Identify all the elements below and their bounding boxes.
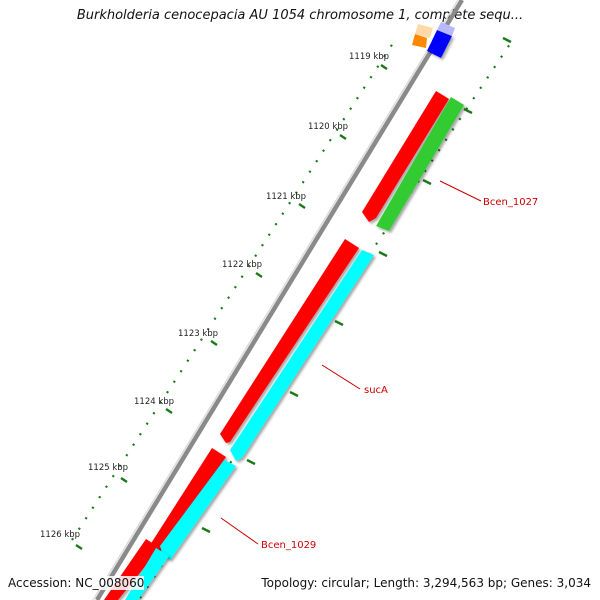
kbp-tick-label: 1125 kbp bbox=[88, 463, 128, 473]
inner-major-tick bbox=[463, 107, 473, 115]
accession-text: Accession: NC_008060 bbox=[8, 576, 145, 590]
backbone-highlight bbox=[92, 0, 459, 600]
callout-line-bcen-1029 bbox=[220, 517, 259, 545]
top-features bbox=[412, 22, 455, 58]
outer-major-tick bbox=[339, 134, 347, 140]
orange-feature bbox=[412, 34, 427, 48]
gene-features bbox=[104, 91, 464, 600]
gene-label-bcen-1029[interactable]: Bcen_1029 bbox=[261, 540, 316, 551]
kbp-tick-label: 1119 kbp bbox=[349, 52, 389, 62]
inner-major-tick bbox=[334, 319, 344, 327]
forward-gene-2 bbox=[220, 239, 359, 443]
kbp-tick-label: 1126 kbp bbox=[40, 530, 80, 540]
outer-major-tick bbox=[380, 64, 388, 70]
reverse-gene-bcen-1027 bbox=[376, 97, 464, 231]
outer-major-tick bbox=[120, 477, 128, 483]
topology-summary: Topology: circular; Length: 3,294,563 bp… bbox=[261, 576, 591, 590]
outer-major-tick bbox=[255, 272, 263, 278]
reverse-gene-suca bbox=[230, 250, 374, 461]
kbp-tick-label: 1124 kbp bbox=[134, 397, 174, 407]
kbp-tick-label: 1121 kbp bbox=[266, 192, 306, 202]
gene-callouts: Bcen_1027 sucA Bcen_1029 bbox=[220, 180, 538, 551]
gene-label-bcen-1027[interactable]: Bcen_1027 bbox=[483, 197, 538, 208]
orange-feature-pale bbox=[415, 24, 433, 38]
outer-major-tick bbox=[165, 408, 173, 414]
inner-major-tick bbox=[201, 526, 211, 534]
kbp-tick-label: 1120 kbp bbox=[308, 122, 348, 132]
kbp-tick-label: 1123 kbp bbox=[178, 329, 218, 339]
inner-major-tick bbox=[422, 178, 432, 186]
callout-line-bcen-1027 bbox=[439, 180, 482, 202]
blue-feature bbox=[427, 30, 452, 58]
inner-ruler bbox=[139, 36, 515, 599]
backbone-line bbox=[95, 0, 464, 600]
gene-label-suca[interactable]: sucA bbox=[364, 385, 388, 396]
blue-feature-pale bbox=[437, 22, 455, 36]
forward-gene-1 bbox=[362, 91, 449, 222]
map-title: Burkholderia cenocepacia AU 1054 chromos… bbox=[76, 8, 524, 23]
inner-major-tick bbox=[502, 36, 512, 44]
reverse-gene-bcen-1029 bbox=[160, 460, 236, 560]
inner-major-tick bbox=[378, 250, 388, 258]
backbone-group bbox=[92, 0, 464, 600]
ruler-labels: 1119 kbp 1120 kbp 1121 kbp 1122 kbp 1123 kbp… bbox=[40, 52, 389, 540]
outer-major-tick bbox=[210, 340, 218, 346]
inner-major-tick bbox=[289, 390, 299, 398]
kbp-tick-label: 1122 kbp bbox=[222, 260, 262, 270]
callout-line-suca bbox=[321, 364, 361, 390]
forward-gene-3 bbox=[150, 448, 226, 552]
outer-major-tick bbox=[75, 544, 83, 550]
outer-major-tick bbox=[298, 203, 306, 209]
outer-ruler bbox=[71, 39, 396, 550]
inner-major-tick bbox=[246, 458, 256, 466]
